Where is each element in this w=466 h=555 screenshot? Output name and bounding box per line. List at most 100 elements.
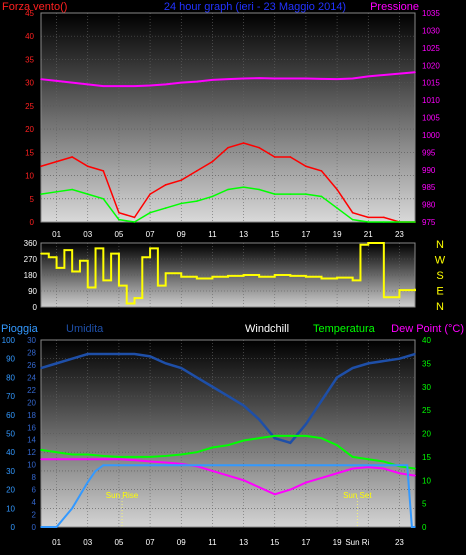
umidita-tick-12: 12 [27,448,36,457]
point-pioggia-6 [86,481,89,483]
pioggia-tick-0: 0 [11,523,16,532]
point-umidita-17 [305,423,307,425]
point-raffica-15 [273,156,276,158]
point-umidita-7 [149,355,151,358]
x-tick-09: 09 [177,230,186,239]
point-raffica-11 [211,160,214,163]
temp-tick-5: 5 [422,500,427,509]
point-pioggia-7 [94,470,97,472]
point-pioggia-16 [320,464,323,467]
point-temperatura-17 [305,435,307,437]
point-vento-medio-20 [351,218,354,221]
point-temperatura-8 [164,455,167,457]
point-dew-point-c--5 [118,458,120,461]
point-raffica-0 [40,165,42,168]
point-pioggia-9 [118,464,120,467]
point-dew-point-c--19 [336,472,338,475]
umidita-tick-18: 18 [27,411,36,420]
left-tick-0: 0 [30,218,35,227]
grid-1 [41,13,415,222]
x-tick-15: 15 [270,538,279,547]
umidita-tick-26: 26 [27,361,36,370]
point-pioggia-12 [196,464,198,467]
umidita-tick-2: 2 [32,511,37,520]
point-pressione-24 [414,71,416,74]
point-raffica-1 [55,160,58,163]
right-tick-1015: 1015 [422,79,440,88]
right-tick-990: 990 [422,166,436,175]
point-temperatura-18 [320,437,323,439]
point-direzione-28 [351,279,354,282]
pioggia-tick-60: 60 [6,411,15,420]
point-pioggia-19 [406,464,409,467]
point-raffica-7 [149,193,151,195]
point-direzione-33 [414,288,416,291]
umidita-tick-30: 30 [27,336,36,345]
point-dew-point-c--4 [102,458,105,461]
label-pioggia: Pioggia [1,323,39,335]
point-pressione-3 [86,83,89,86]
point-pressione-8 [164,83,167,86]
right-tick-985: 985 [422,183,436,192]
point-raffica-18 [320,170,323,172]
point-direzione-8 [102,279,105,282]
point-raffica-9 [180,179,183,181]
point-dew-point-c--16 [289,488,292,491]
right-tick-980: 980 [422,201,436,210]
point-dew-point-c--23 [398,472,401,475]
point-vento-medio-16 [289,193,292,195]
pioggia-tick-40: 40 [6,448,15,457]
point-pioggia-20 [411,526,413,528]
temp-tick-20: 20 [422,430,431,439]
point-umidita-10 [196,376,198,379]
right-tick-1005: 1005 [422,114,440,123]
point-direzione-25 [305,275,307,278]
point-direzione-3 [63,249,66,251]
left-tick-45: 45 [25,9,34,18]
point-vento-medio-9 [180,202,183,205]
point-pioggia-15 [289,464,292,467]
point-direzione-7 [94,247,97,250]
point-pioggia-11 [164,464,167,467]
pioggia-tick-90: 90 [6,355,15,364]
left-axis-label: Forza vento() [2,1,67,13]
point-direzione-15 [157,284,159,287]
series-2 [40,242,416,305]
point-dew-point-c--11 [211,470,214,472]
point-dew-point-c--0 [40,458,42,461]
point-direzione-26 [320,277,323,280]
point-temperatura-16 [289,435,292,437]
annotation-1: Sun Set [343,491,372,500]
point-direzione-22 [258,275,260,278]
x-ticks-3: 01 03 05 07 09 11 13 15 17 19 23 [52,538,404,547]
point-umidita-0 [40,367,42,369]
label-umidita: Umidita [66,323,104,335]
point-raffica-16 [289,156,292,158]
point-temperatura-10 [196,451,198,454]
point-umidita-14 [258,418,260,421]
umidita-tick-4: 4 [32,498,37,507]
point-umidita-6 [133,353,136,355]
x-tick-17: 17 [301,230,310,239]
label-temperatura: Temperatura [313,323,376,335]
point-raffica-5 [118,211,120,214]
umidita-tick-8: 8 [32,473,37,482]
umidita-tick-28: 28 [27,348,36,357]
point-temperatura-6 [133,456,136,458]
point-raffica-10 [196,170,198,172]
point-direzione-21 [242,274,245,276]
point-dew-point-c--9 [180,463,183,465]
right-tick-975: 975 [422,218,436,227]
pioggia-tick-10: 10 [6,504,15,513]
point-temperatura-13 [242,439,245,442]
point-temperatura-20 [351,456,354,458]
point-vento-medio-21 [367,221,370,223]
right-tick-1030: 1030 [422,26,440,35]
temp-tick-40: 40 [422,336,431,345]
point-direzione-16 [164,272,167,275]
x-tick-23: 23 [395,538,404,547]
point-direzione-31 [383,296,385,299]
left-tick-10: 10 [25,172,34,181]
point-raffica-22 [383,216,385,219]
